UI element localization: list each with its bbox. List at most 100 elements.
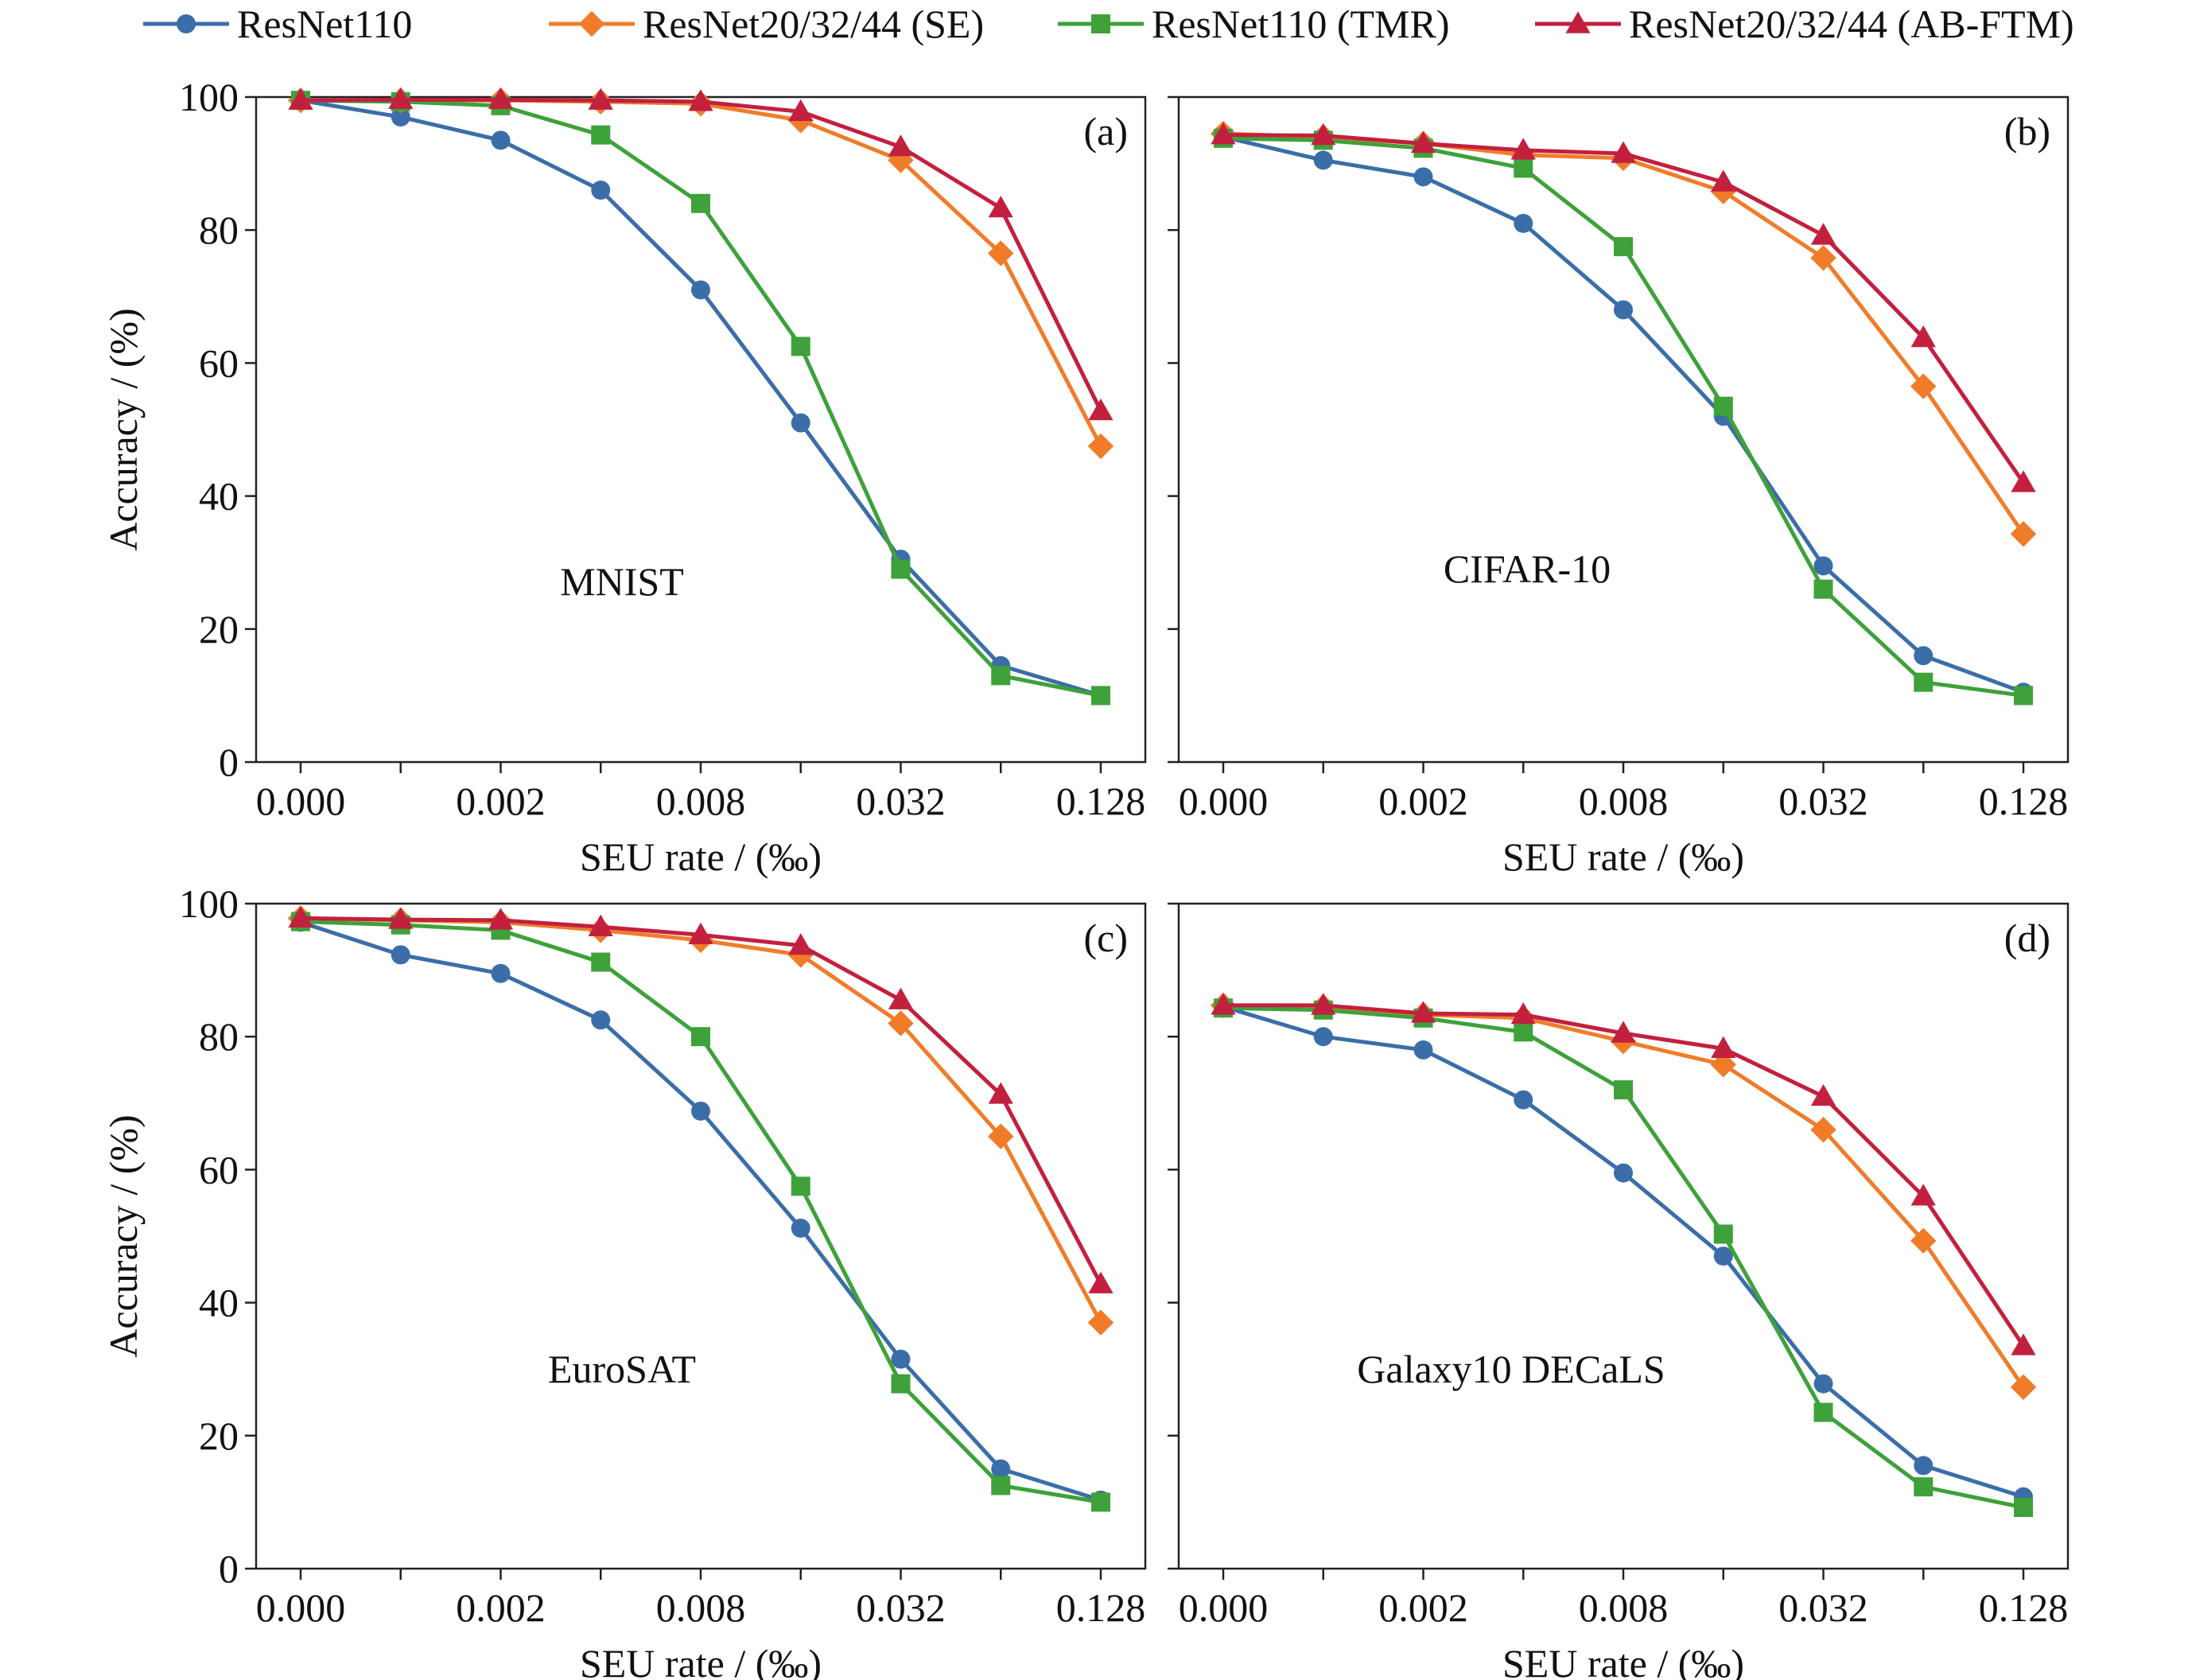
y-axis-label: Accuracy / (%) (101, 308, 146, 550)
y-tick-label: 80 (199, 1014, 239, 1059)
chart-panel-c: 0.000 0.002 0.008 0.032 0.128 0 20 40 60 80 100 SEU… (101, 881, 1147, 1680)
series-resnet110 (291, 91, 1110, 706)
x-tick-label: 0.000 (1179, 779, 1269, 823)
x-axis-label: SEU rate / (‰) (580, 1641, 822, 1680)
data-point (391, 945, 410, 965)
data-point (1087, 1309, 1114, 1336)
legend-item-resnet20-32-44-ab-ftm: ResNet20/32/44 (AB-FTM) (1535, 2, 2074, 46)
data-point (1713, 1224, 1733, 1244)
data-point (1910, 1227, 1937, 1254)
data-point (2010, 1374, 2037, 1400)
x-tick-label: 0.032 (1778, 1585, 1868, 1630)
legend-item-resnet110: ResNet110 (143, 2, 412, 46)
data-point (1091, 1492, 1110, 1512)
data-point (588, 914, 613, 936)
series-line (300, 920, 1102, 1503)
data-point (1914, 646, 1934, 666)
legend-label: ResNet20/32/44 (AB-FTM) (1629, 2, 2074, 46)
x-tick-label: 0.128 (1056, 1585, 1146, 1630)
data-point (1813, 579, 1833, 599)
dataset-label: CIFAR-10 (1444, 546, 1611, 591)
series-line (1222, 136, 2024, 698)
x-tick-label: 0.032 (856, 779, 946, 823)
x-tick-label: 0.008 (1579, 779, 1669, 823)
y-tick-label: 0 (219, 740, 239, 784)
series-resnet110 (291, 912, 1110, 1510)
series-resnet20-32-44-ab-ftm (288, 905, 1113, 1293)
data-point (1711, 169, 1736, 192)
chart-panels: 0.000 0.002 0.008 0.032 0.128 0 20 40 60 80 100 SEU… (101, 75, 2070, 1680)
series-line (1222, 131, 2026, 535)
data-point (691, 1101, 710, 1121)
data-point (1088, 398, 1113, 421)
series-resnet20-32-44-ab-ftm (1211, 993, 2036, 1355)
data-point (1810, 1117, 1836, 1143)
data-point (1514, 1022, 1533, 1042)
x-tick-label: 0.000 (256, 779, 346, 823)
x-tick-label: 0.032 (1778, 779, 1868, 823)
data-point (1711, 1036, 1736, 1058)
x-axis-label: SEU rate / (‰) (580, 834, 822, 879)
data-point (791, 1218, 810, 1238)
data-point (1313, 150, 1333, 170)
data-point (1211, 993, 1236, 1015)
data-point (1710, 1052, 1736, 1078)
data-point (991, 666, 1011, 686)
data-point (591, 952, 611, 972)
data-point (988, 1082, 1013, 1104)
legend-marker (1091, 14, 1110, 33)
series-line (1222, 1005, 2024, 1499)
data-point (1413, 167, 1433, 187)
legend-label: ResNet110 (TMR) (1152, 2, 1450, 46)
data-point (1910, 373, 1937, 399)
data-point (2014, 1498, 2033, 1518)
data-point (1710, 178, 1736, 204)
data-point (591, 1010, 611, 1030)
data-point (791, 1176, 810, 1196)
data-point (1713, 1246, 1733, 1266)
series-line (1222, 1003, 2026, 1389)
data-point (1810, 245, 1836, 271)
data-point (991, 1459, 1011, 1479)
data-point (1813, 1402, 1833, 1422)
data-point (1713, 396, 1733, 416)
series-resnet20-32-44-se (1210, 992, 2037, 1400)
chart-panel-b: 0.000 0.002 0.008 0.032 0.128 SEU rate / (‰) (… (1168, 95, 2070, 879)
y-tick-label: 0 (219, 1546, 239, 1591)
data-point (1410, 1001, 1436, 1023)
series-line (300, 98, 1102, 698)
data-point (891, 559, 911, 579)
series-resnet20-32-44-se (287, 87, 1114, 460)
data-point (891, 1374, 911, 1394)
data-point (888, 134, 914, 157)
data-point (2014, 686, 2033, 706)
data-point (1810, 1083, 1836, 1106)
data-point (391, 107, 410, 127)
data-point (888, 987, 914, 1009)
panel-letter: (a) (1084, 109, 1129, 154)
dataset-label: EuroSAT (548, 1347, 696, 1391)
series-resnet110 (1214, 997, 2033, 1507)
data-point (1914, 1477, 1934, 1497)
dataset-label: MNIST (560, 559, 684, 604)
data-point (891, 1349, 911, 1369)
data-point (691, 193, 710, 213)
data-point (988, 196, 1013, 218)
data-point (488, 908, 514, 930)
data-point (1410, 130, 1436, 154)
data-point (988, 1123, 1014, 1149)
series-resnet110-tmr (291, 912, 1110, 1512)
panel-letter: (d) (2004, 916, 2050, 960)
data-point (788, 99, 814, 122)
data-point (591, 181, 611, 200)
series-resnet110-tmr (291, 91, 1110, 706)
series-resnet110-tmr (1214, 998, 2033, 1518)
data-point (288, 905, 313, 928)
data-point (2011, 1333, 2036, 1355)
data-point (388, 907, 414, 929)
x-tick-label: 0.000 (256, 1585, 346, 1630)
x-tick-label: 0.128 (1979, 1585, 2069, 1630)
data-point (488, 87, 514, 110)
panel-letter: (c) (1084, 916, 1129, 960)
x-tick-label: 0.002 (1378, 779, 1468, 823)
